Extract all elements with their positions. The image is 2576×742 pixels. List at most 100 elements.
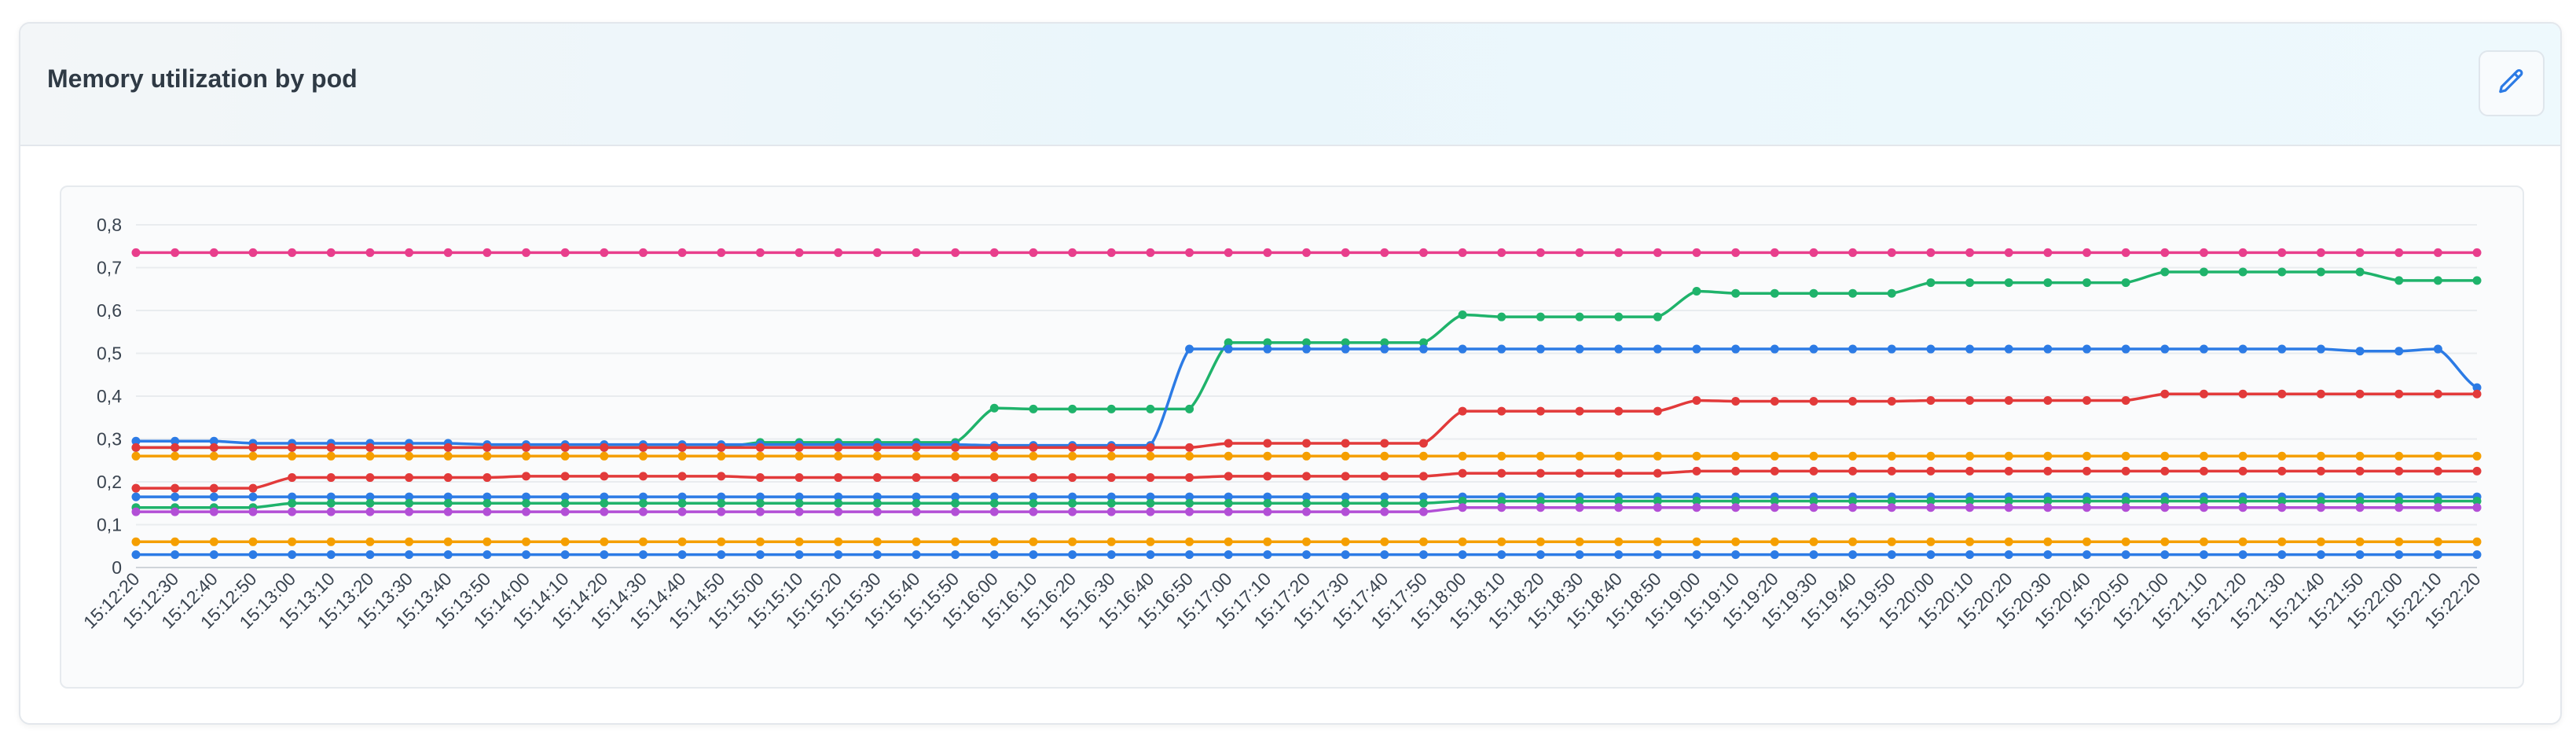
data-point[interactable]: [2004, 503, 2013, 512]
data-point[interactable]: [326, 507, 336, 516]
data-point[interactable]: [522, 507, 530, 516]
data-point[interactable]: [834, 492, 843, 501]
data-point[interactable]: [405, 443, 414, 452]
data-point[interactable]: [794, 537, 804, 546]
data-point[interactable]: [1185, 507, 1194, 516]
data-point[interactable]: [1809, 288, 1818, 298]
data-point[interactable]: [1106, 498, 1116, 508]
data-point[interactable]: [2355, 537, 2365, 546]
data-point[interactable]: [1653, 468, 1662, 478]
data-point[interactable]: [483, 550, 492, 560]
data-point[interactable]: [1418, 498, 1428, 508]
data-point[interactable]: [1224, 537, 1233, 546]
data-point[interactable]: [2394, 537, 2404, 546]
data-point[interactable]: [1106, 451, 1116, 461]
data-point[interactable]: [2394, 503, 2404, 512]
data-point[interactable]: [677, 443, 687, 452]
data-point[interactable]: [2043, 497, 2053, 506]
data-point[interactable]: [443, 248, 453, 257]
data-point[interactable]: [560, 451, 570, 461]
data-point[interactable]: [1185, 537, 1194, 546]
data-point[interactable]: [872, 248, 882, 257]
data-point[interactable]: [209, 436, 218, 446]
data-point[interactable]: [1224, 439, 1233, 448]
data-point[interactable]: [2316, 389, 2325, 399]
data-point[interactable]: [1887, 537, 1896, 546]
data-point[interactable]: [2199, 267, 2208, 277]
data-point[interactable]: [2121, 466, 2130, 476]
data-point[interactable]: [1497, 451, 1506, 461]
data-point[interactable]: [2316, 537, 2325, 546]
data-point[interactable]: [600, 472, 609, 481]
data-point[interactable]: [1302, 472, 1311, 481]
data-point[interactable]: [443, 498, 453, 508]
data-point[interactable]: [443, 492, 453, 501]
data-point[interactable]: [1965, 451, 1975, 461]
data-point[interactable]: [677, 537, 687, 546]
data-point[interactable]: [2199, 537, 2208, 546]
data-point[interactable]: [677, 248, 687, 257]
data-point[interactable]: [2160, 497, 2170, 506]
data-point[interactable]: [1068, 550, 1077, 560]
data-point[interactable]: [1770, 503, 1779, 512]
data-point[interactable]: [1731, 537, 1741, 546]
data-point[interactable]: [209, 248, 218, 257]
data-point[interactable]: [1497, 468, 1506, 478]
data-point[interactable]: [1302, 492, 1311, 501]
data-point[interactable]: [1106, 248, 1116, 257]
data-point[interactable]: [1185, 492, 1194, 501]
data-point[interactable]: [209, 537, 218, 546]
data-point[interactable]: [2472, 550, 2482, 560]
data-point[interactable]: [1029, 498, 1038, 508]
data-point[interactable]: [989, 443, 999, 452]
data-point[interactable]: [2394, 248, 2404, 257]
data-point[interactable]: [1731, 497, 1741, 506]
data-point[interactable]: [717, 472, 726, 481]
data-point[interactable]: [2043, 278, 2053, 288]
data-point[interactable]: [834, 451, 843, 461]
data-point[interactable]: [1692, 550, 1701, 560]
data-point[interactable]: [560, 507, 570, 516]
data-point[interactable]: [2082, 537, 2091, 546]
data-point[interactable]: [600, 498, 609, 508]
data-point[interactable]: [1263, 507, 1272, 516]
data-point[interactable]: [326, 443, 336, 452]
data-point[interactable]: [483, 492, 492, 501]
data-point[interactable]: [1146, 451, 1155, 461]
data-point[interactable]: [1731, 288, 1741, 298]
data-point[interactable]: [912, 507, 921, 516]
data-point[interactable]: [2082, 466, 2091, 476]
data-point[interactable]: [483, 443, 492, 452]
data-point[interactable]: [1224, 248, 1233, 257]
data-point[interactable]: [2082, 550, 2091, 560]
data-point[interactable]: [405, 498, 414, 508]
data-point[interactable]: [2160, 248, 2170, 257]
data-point[interactable]: [131, 537, 141, 546]
data-point[interactable]: [2238, 344, 2248, 354]
data-point[interactable]: [171, 550, 180, 560]
data-point[interactable]: [951, 498, 960, 508]
data-point[interactable]: [171, 507, 180, 516]
data-point[interactable]: [1614, 468, 1624, 478]
data-point[interactable]: [2082, 248, 2091, 257]
data-point[interactable]: [912, 498, 921, 508]
data-point[interactable]: [1263, 550, 1272, 560]
data-point[interactable]: [1692, 286, 1701, 296]
data-point[interactable]: [2472, 383, 2482, 392]
data-point[interactable]: [989, 498, 999, 508]
data-point[interactable]: [1770, 497, 1779, 506]
data-point[interactable]: [2043, 395, 2053, 405]
data-point[interactable]: [2433, 497, 2442, 506]
data-point[interactable]: [677, 472, 687, 481]
data-point[interactable]: [2199, 550, 2208, 560]
data-point[interactable]: [326, 537, 336, 546]
data-point[interactable]: [2355, 497, 2365, 506]
data-point[interactable]: [405, 550, 414, 560]
data-point[interactable]: [2238, 466, 2248, 476]
data-point[interactable]: [1341, 472, 1350, 481]
data-point[interactable]: [1106, 550, 1116, 560]
data-point[interactable]: [794, 451, 804, 461]
data-point[interactable]: [951, 473, 960, 483]
data-point[interactable]: [794, 248, 804, 257]
data-point[interactable]: [288, 507, 297, 516]
